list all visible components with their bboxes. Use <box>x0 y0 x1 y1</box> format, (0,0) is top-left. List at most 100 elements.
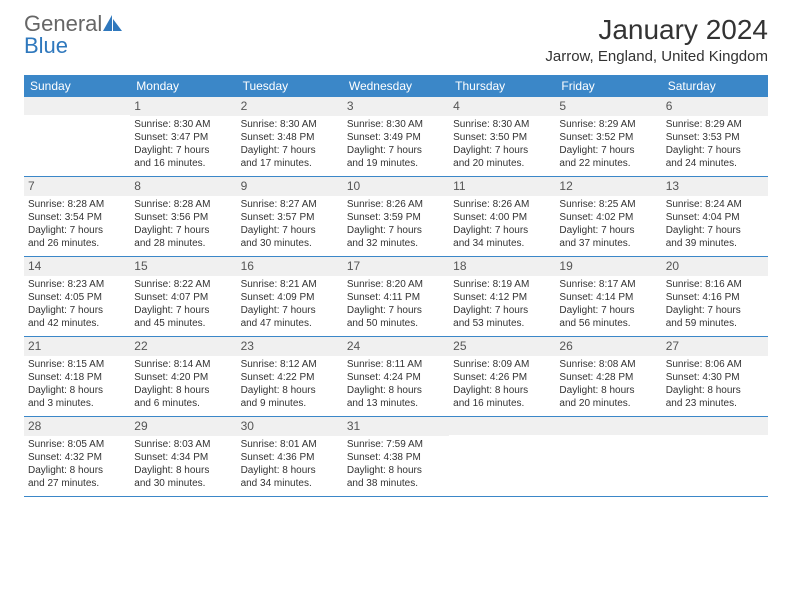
day-number-strip: 1 <box>130 97 236 116</box>
day-number: 13 <box>666 179 764 193</box>
calendar-cell: 4Sunrise: 8:30 AMSunset: 3:50 PMDaylight… <box>449 97 555 176</box>
calendar-cell: 25Sunrise: 8:09 AMSunset: 4:26 PMDayligh… <box>449 337 555 416</box>
sunset-text: Sunset: 4:36 PM <box>241 451 339 464</box>
day-number-strip: 26 <box>555 337 661 356</box>
calendar-cell: 19 Sunrise: 8:17 AMSunset: 4:14 PMDayligh… <box>555 257 661 336</box>
sunset-text: Sunset: 4:20 PM <box>134 371 232 384</box>
day-number: 15 <box>134 259 232 273</box>
sun-info: Sunrise: 8:30 AMSunset: 3:48 PMDaylight:… <box>241 118 339 170</box>
calendar-cell: 7Sunrise: 8:28 AMSunset: 3:54 PMDaylight… <box>24 177 130 256</box>
sunset-text: Sunset: 4:16 PM <box>666 291 764 304</box>
daylight-line2: and 56 minutes. <box>559 317 657 330</box>
sunrise-text: Sunrise: 8:12 AM <box>241 358 339 371</box>
day-number-strip: 19 <box>555 257 661 276</box>
daylight-line1: Daylight: 7 hours <box>28 304 126 317</box>
month-title: January 2024 <box>545 14 768 46</box>
sunset-text: Sunset: 4:07 PM <box>134 291 232 304</box>
daylight-line1: Daylight: 7 hours <box>347 224 445 237</box>
calendar-cell-empty <box>24 97 130 176</box>
daylight-line2: and 27 minutes. <box>28 477 126 490</box>
sunset-text: Sunset: 3:50 PM <box>453 131 551 144</box>
calendar-cell: 30 Sunrise: 8:01 AMSunset: 4:36 PMDayligh… <box>237 417 343 496</box>
day-number-strip <box>449 417 555 435</box>
sunrise-text: Sunrise: 8:28 AM <box>28 198 126 211</box>
day-number-strip: 9 <box>237 177 343 196</box>
calendar-cell: 29Sunrise: 8:03 AMSunset: 4:34 PMDayligh… <box>130 417 236 496</box>
sun-info: Sunrise: 8:22 AMSunset: 4:07 PMDaylight:… <box>134 278 232 330</box>
calendar-cell: 11Sunrise: 8:26 AMSunset: 4:00 PMDayligh… <box>449 177 555 256</box>
day-number-strip: 25 <box>449 337 555 356</box>
calendar-cell: 1Sunrise: 8:30 AMSunset: 3:47 PMDaylight… <box>130 97 236 176</box>
day-number-strip: 14 <box>24 257 130 276</box>
sunrise-text: Sunrise: 8:27 AM <box>241 198 339 211</box>
day-number: 17 <box>347 259 445 273</box>
day-number-strip: 18 <box>449 257 555 276</box>
sun-info: Sunrise: 8:01 AMSunset: 4:36 PMDaylight:… <box>241 438 339 490</box>
day-number: 14 <box>28 259 126 273</box>
day-number: 30 <box>241 419 339 433</box>
sunrise-text: Sunrise: 8:26 AM <box>453 198 551 211</box>
day-number-strip: 30 <box>237 417 343 436</box>
weekday-header: Thursday <box>449 75 555 97</box>
day-number-strip: 17 <box>343 257 449 276</box>
calendar-cell: 6Sunrise: 8:29 AMSunset: 3:53 PMDaylight… <box>662 97 768 176</box>
sun-info: Sunrise: 8:17 AMSunset: 4:14 PMDaylight:… <box>559 278 657 330</box>
sunrise-text: Sunrise: 8:28 AM <box>134 198 232 211</box>
day-number: 31 <box>347 419 445 433</box>
sun-info: Sunrise: 8:25 AMSunset: 4:02 PMDaylight:… <box>559 198 657 250</box>
daylight-line1: Daylight: 7 hours <box>559 304 657 317</box>
day-number: 19 <box>559 259 657 273</box>
weekday-header: Friday <box>555 75 661 97</box>
sunset-text: Sunset: 4:32 PM <box>28 451 126 464</box>
daylight-line2: and 17 minutes. <box>241 157 339 170</box>
day-number-strip: 8 <box>130 177 236 196</box>
day-number-strip: 22 <box>130 337 236 356</box>
sun-info: Sunrise: 8:12 AMSunset: 4:22 PMDaylight:… <box>241 358 339 410</box>
day-number-strip: 4 <box>449 97 555 116</box>
calendar-cell: 15 Sunrise: 8:22 AMSunset: 4:07 PMDayligh… <box>130 257 236 336</box>
day-number-strip <box>24 97 130 115</box>
sunrise-text: Sunrise: 8:05 AM <box>28 438 126 451</box>
daylight-line1: Daylight: 7 hours <box>559 224 657 237</box>
daylight-line1: Daylight: 8 hours <box>453 384 551 397</box>
sunrise-text: Sunrise: 8:09 AM <box>453 358 551 371</box>
sunset-text: Sunset: 4:38 PM <box>347 451 445 464</box>
day-number-strip: 21 <box>24 337 130 356</box>
sunset-text: Sunset: 4:00 PM <box>453 211 551 224</box>
sunset-text: Sunset: 3:47 PM <box>134 131 232 144</box>
calendar-cell: 16Sunrise: 8:21 AMSunset: 4:09 PMDayligh… <box>237 257 343 336</box>
daylight-line1: Daylight: 8 hours <box>347 384 445 397</box>
daylight-line1: Daylight: 7 hours <box>666 144 764 157</box>
calendar-cell: 21Sunrise: 8:15 AMSunset: 4:18 PMDayligh… <box>24 337 130 416</box>
sunset-text: Sunset: 4:11 PM <box>347 291 445 304</box>
day-number: 27 <box>666 339 764 353</box>
day-number: 26 <box>559 339 657 353</box>
calendar-week: 28Sunrise: 8:05 AMSunset: 4:32 PMDayligh… <box>24 417 768 497</box>
sunrise-text: Sunrise: 8:23 AM <box>28 278 126 291</box>
daylight-line1: Daylight: 8 hours <box>28 384 126 397</box>
sunrise-text: Sunrise: 7:59 AM <box>347 438 445 451</box>
day-number: 10 <box>347 179 445 193</box>
day-number: 29 <box>134 419 232 433</box>
sunrise-text: Sunrise: 8:30 AM <box>453 118 551 131</box>
day-number: 28 <box>28 419 126 433</box>
daylight-line1: Daylight: 7 hours <box>241 224 339 237</box>
sunrise-text: Sunrise: 8:29 AM <box>559 118 657 131</box>
sunrise-text: Sunrise: 8:19 AM <box>453 278 551 291</box>
day-number: 8 <box>134 179 232 193</box>
calendar-cell-empty <box>555 417 661 496</box>
day-number-strip: 15 <box>130 257 236 276</box>
day-number-strip: 20 <box>662 257 768 276</box>
daylight-line2: and 13 minutes. <box>347 397 445 410</box>
sun-info: Sunrise: 7:59 AMSunset: 4:38 PMDaylight:… <box>347 438 445 490</box>
daylight-line1: Daylight: 8 hours <box>28 464 126 477</box>
sunrise-text: Sunrise: 8:03 AM <box>134 438 232 451</box>
day-number-strip: 12 <box>555 177 661 196</box>
sunrise-text: Sunrise: 8:01 AM <box>241 438 339 451</box>
day-number: 6 <box>666 99 764 113</box>
sun-info: Sunrise: 8:29 AMSunset: 3:52 PMDaylight:… <box>559 118 657 170</box>
daylight-line1: Daylight: 8 hours <box>241 464 339 477</box>
sunset-text: Sunset: 4:02 PM <box>559 211 657 224</box>
sunrise-text: Sunrise: 8:17 AM <box>559 278 657 291</box>
day-number: 21 <box>28 339 126 353</box>
